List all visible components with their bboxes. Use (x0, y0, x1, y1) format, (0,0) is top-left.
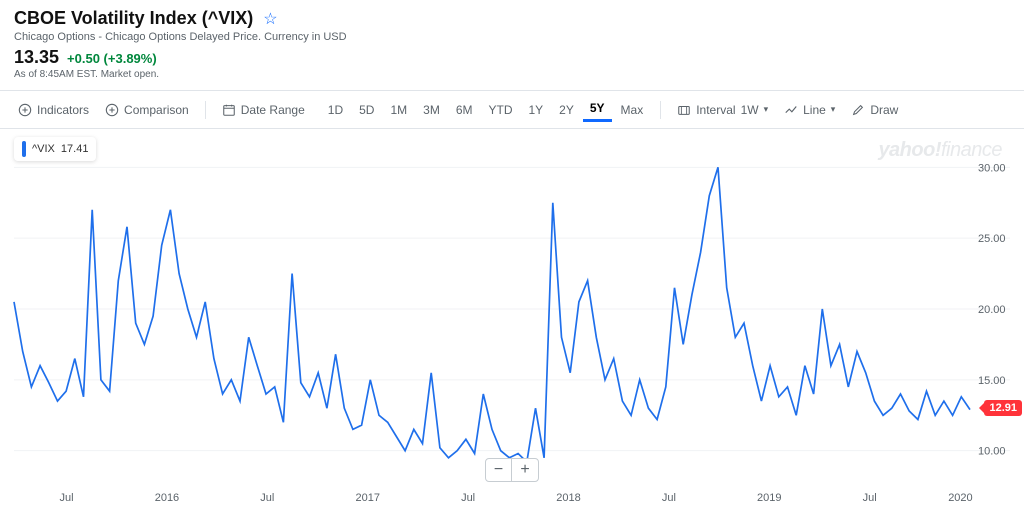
pencil-icon (851, 103, 865, 117)
svg-text:15.00: 15.00 (978, 375, 1006, 387)
svg-text:25.00: 25.00 (978, 233, 1006, 245)
range-max[interactable]: Max (614, 99, 651, 121)
last-price: 13.35 (14, 47, 59, 68)
indicators-label: Indicators (37, 103, 89, 117)
range-3m[interactable]: 3M (416, 99, 447, 121)
separator (205, 101, 206, 119)
range-1d[interactable]: 1D (321, 99, 350, 121)
legend-value: 17.41 (61, 143, 89, 155)
date-range-button[interactable]: Date Range (216, 99, 311, 121)
svg-text:Jul: Jul (260, 492, 274, 504)
interval-label: Interval (696, 103, 735, 117)
quote-header: CBOE Volatility Index (^VIX) ☆ Chicago O… (0, 0, 1024, 84)
legend-color-bar (22, 141, 26, 157)
line-chart-icon (784, 103, 798, 117)
svg-text:20.00: 20.00 (978, 304, 1006, 316)
interval-icon (677, 103, 691, 117)
watermark-brand2: finance (941, 139, 1002, 161)
zoom-out-button[interactable]: − (486, 459, 512, 481)
chart-toolbar: Indicators Comparison Date Range 1D5D1M3… (0, 90, 1024, 129)
svg-text:Jul: Jul (461, 492, 475, 504)
watermark-brand1: yahoo! (878, 139, 941, 161)
exchange-subtitle: Chicago Options - Chicago Options Delaye… (14, 31, 1010, 43)
legend-symbol: ^VIX (32, 143, 55, 155)
separator (660, 101, 661, 119)
price-timestamp: As of 8:45AM EST. Market open. (14, 69, 1010, 80)
range-5y[interactable]: 5Y (583, 97, 612, 122)
current-price-tag: 12.91 (984, 400, 1022, 416)
watermark: yahoo!finance (878, 139, 1002, 162)
zoom-controls: − + (485, 458, 539, 482)
zoom-in-button[interactable]: + (512, 459, 538, 481)
chart-type-label: Line (803, 103, 826, 117)
svg-text:30.00: 30.00 (978, 162, 1006, 174)
range-presets: 1D5D1M3M6MYTD1Y2Y5YMax (321, 97, 650, 122)
chevron-down-icon: ▾ (831, 104, 836, 115)
svg-text:2016: 2016 (155, 492, 179, 504)
svg-text:2017: 2017 (355, 492, 379, 504)
symbol-title: CBOE Volatility Index (^VIX) (14, 8, 253, 29)
range-1y[interactable]: 1Y (521, 99, 550, 121)
svg-text:2020: 2020 (948, 492, 972, 504)
calendar-icon (222, 103, 236, 117)
draw-label: Draw (870, 103, 898, 117)
plus-circle-icon (105, 103, 119, 117)
chart-type-button[interactable]: Line ▾ (778, 99, 841, 121)
svg-text:2018: 2018 (556, 492, 580, 504)
svg-text:Jul: Jul (662, 492, 676, 504)
svg-text:10.00: 10.00 (978, 446, 1006, 458)
price-change: +0.50 (+3.89%) (67, 51, 157, 66)
chart-legend[interactable]: ^VIX 17.41 (14, 137, 96, 161)
range-5d[interactable]: 5D (352, 99, 381, 121)
comparison-button[interactable]: Comparison (99, 99, 195, 121)
chevron-down-icon: ▾ (764, 104, 769, 115)
svg-text:2019: 2019 (757, 492, 781, 504)
range-1m[interactable]: 1M (383, 99, 414, 121)
favorite-star-icon[interactable]: ☆ (263, 9, 277, 29)
range-6m[interactable]: 6M (449, 99, 480, 121)
svg-text:Jul: Jul (863, 492, 877, 504)
chart-area[interactable]: 10.00 15.00 20.00 25.00 30.00 Jul 2016 Jul 2017 J… (0, 129, 1024, 524)
draw-button[interactable]: Draw (845, 99, 904, 121)
date-range-label: Date Range (241, 103, 305, 117)
range-2y[interactable]: 2Y (552, 99, 581, 121)
indicators-button[interactable]: Indicators (12, 99, 95, 121)
interval-button[interactable]: Interval 1W ▾ (671, 99, 774, 121)
comparison-label: Comparison (124, 103, 189, 117)
svg-text:Jul: Jul (60, 492, 74, 504)
interval-value: 1W (741, 103, 759, 117)
range-ytd[interactable]: YTD (481, 99, 519, 121)
plus-circle-icon (18, 103, 32, 117)
